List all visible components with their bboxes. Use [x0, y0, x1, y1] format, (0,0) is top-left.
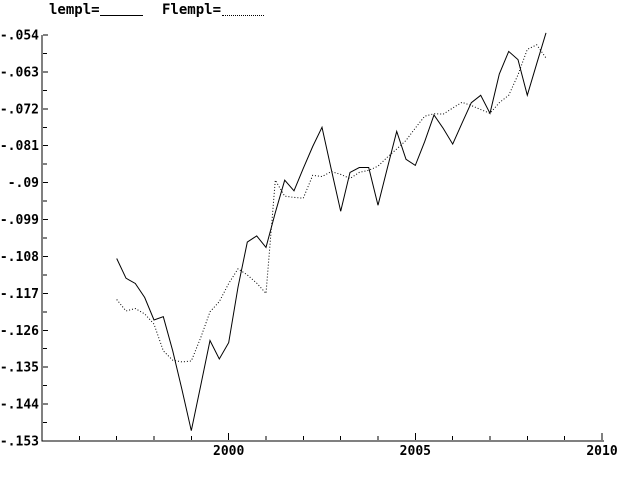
y-tick-label: -.126 [0, 324, 39, 339]
x-tick-label: 2005 [400, 444, 431, 459]
legend-label-lempl: lempl= [49, 2, 100, 18]
y-tick-label: -.108 [0, 250, 39, 265]
y-tick-label: -.153 [0, 435, 39, 450]
series-Flempl-line [116, 44, 547, 363]
x-tick-label: 2010 [586, 444, 617, 459]
series-lempl-line [116, 32, 547, 431]
legend-label-flempl: Flempl= [162, 2, 222, 18]
y-tick-label: -.117 [0, 287, 39, 302]
y-tick-label: -.135 [0, 361, 39, 376]
legend-solid-line-swatch [100, 15, 143, 16]
y-tick-label: -.144 [0, 398, 39, 413]
y-tick-label: -.099 [0, 213, 39, 228]
y-tick-label: -.063 [0, 65, 39, 80]
y-tick-label: -.081 [0, 139, 39, 154]
legend-dotted-line-swatch [222, 15, 264, 16]
x-tick-label: 2000 [213, 444, 244, 459]
y-tick-label: -.09 [8, 176, 39, 191]
axis-lines [41, 35, 604, 442]
y-tick-label: -.054 [0, 29, 39, 44]
y-tick-label: -.072 [0, 102, 39, 117]
